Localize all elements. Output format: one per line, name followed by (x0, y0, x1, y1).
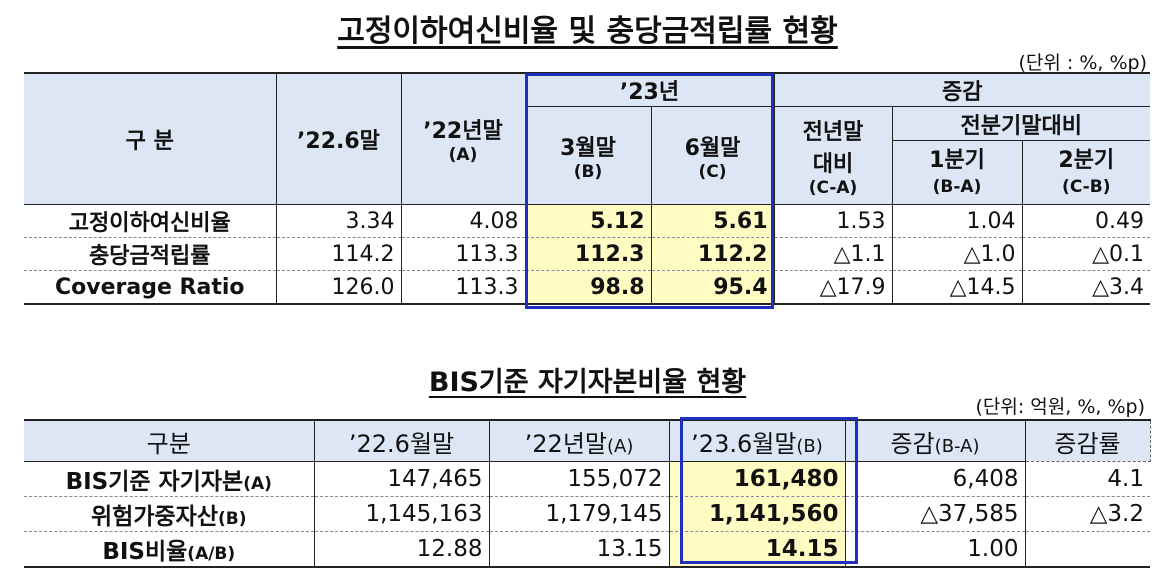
cell: 114.2 (275, 237, 402, 271)
cell: △0.1 (1021, 237, 1151, 271)
cell: 4.08 (400, 204, 526, 238)
header-6m: 6월말 (C) (650, 106, 775, 205)
cell: 112.3 (524, 237, 652, 271)
header-q1: 1분기 (B-A) (892, 140, 1023, 205)
header-22-6: ’22.6월말 (313, 420, 490, 462)
cell: 13.15 (488, 531, 670, 567)
cell: △17.9 (773, 270, 893, 304)
table-row: Coverage Ratio 126.0 113.3 98.8 95.4 △17… (24, 270, 1151, 304)
cell: 0.49 (1021, 204, 1151, 238)
table2-title: BIS기준 자기자본비율 현황 (428, 367, 747, 398)
cell: 12.88 (313, 531, 490, 567)
table1-title: 고정이하여신비율 및 충당금적립률 현황 (337, 14, 838, 49)
cell: 98.8 (524, 270, 652, 304)
cell: 155,072 (488, 461, 670, 497)
cell: 95.4 (650, 270, 775, 304)
header-23-6: ’23.6월말(B) (668, 420, 846, 462)
cell: 14.15 (668, 531, 846, 567)
header-gubun: 구분 (24, 420, 315, 462)
header-22-year: ’22년말(A) (400, 73, 526, 205)
header-change: 증감(B-A) (844, 420, 1026, 462)
header-gubun: 구 분 (24, 73, 277, 205)
table2-unit: (단위: 억원, %, %p) (975, 396, 1145, 418)
cell: 6,408 (844, 461, 1026, 497)
cell: △3.4 (1021, 270, 1151, 304)
header-group-prevq: 전분기말대비 (891, 106, 1151, 141)
cell: 113.3 (400, 270, 526, 304)
row-label: 충당금적립률 (24, 237, 277, 271)
cell: △1.1 (773, 237, 893, 271)
table-row: 고정이하여신비율 3.34 4.08 5.12 5.61 1.53 1.04 0… (24, 204, 1151, 238)
header-22-year: ’22년말(A) (488, 420, 670, 462)
cell: △3.2 (1024, 496, 1150, 532)
header-rate: 증감률 (1024, 419, 1151, 462)
row-label: 위험가중자산(B) (24, 496, 315, 532)
row-label: Coverage Ratio (24, 270, 277, 304)
table1-unit: (단위 : %, %p) (1018, 52, 1147, 74)
cell: △14.5 (891, 270, 1023, 304)
npl-ratio-table: 구 분 ’22.6말 ’22년말 (A) ’23년 증감 3월말 (B) 6월말 (C… (24, 72, 1151, 305)
cell (1024, 531, 1150, 567)
cell: 112.2 (650, 237, 775, 271)
table-row: 위험가중자산(B) 1,145,163 1,179,145 1,141,560 … (24, 496, 1150, 532)
cell: 1,179,145 (488, 496, 670, 532)
cell: 1.53 (773, 204, 893, 238)
table-row: BIS기준 자기자본(A) 147,465 155,072 161,480 6,… (24, 461, 1150, 497)
cell: 161,480 (668, 461, 846, 497)
cell: 1,141,560 (668, 496, 846, 532)
cell: 113.3 (400, 237, 526, 271)
header-group-23: ’23년 (524, 73, 775, 107)
cell: 4.1 (1024, 461, 1150, 497)
header-prev-year: 전년말 대비 (C-A) (773, 106, 893, 205)
cell: 147,465 (313, 461, 490, 497)
header-22-6: ’22.6말 (275, 73, 402, 205)
row-label: BIS기준 자기자본(A) (24, 461, 315, 497)
table-row: BIS비율(A/B) 12.88 13.15 14.15 1.00 (24, 531, 1150, 567)
header-3m: 3월말 (B) (525, 106, 652, 205)
cell: 5.61 (650, 204, 775, 238)
cell: 1.00 (844, 531, 1026, 567)
cell: △1.0 (891, 237, 1023, 271)
header-group-change: 증감 (773, 73, 1151, 107)
cell: 1,145,163 (313, 496, 490, 532)
cell: 1.04 (891, 204, 1023, 238)
header-q2: 2분기 (C-B) (1021, 140, 1151, 205)
cell: 5.12 (524, 204, 652, 238)
bis-ratio-table: 구분 ’22.6월말 ’22년말(A) ’23.6월말(B) 증감(B-A) 증… (24, 419, 1151, 568)
cell: 126.0 (275, 270, 402, 304)
row-label: 고정이하여신비율 (24, 204, 277, 238)
cell: △37,585 (844, 496, 1026, 532)
row-label: BIS비율(A/B) (24, 531, 315, 567)
cell: 3.34 (275, 204, 402, 238)
table-row: 충당금적립률 114.2 113.3 112.3 112.2 △1.1 △1.0… (24, 237, 1151, 271)
